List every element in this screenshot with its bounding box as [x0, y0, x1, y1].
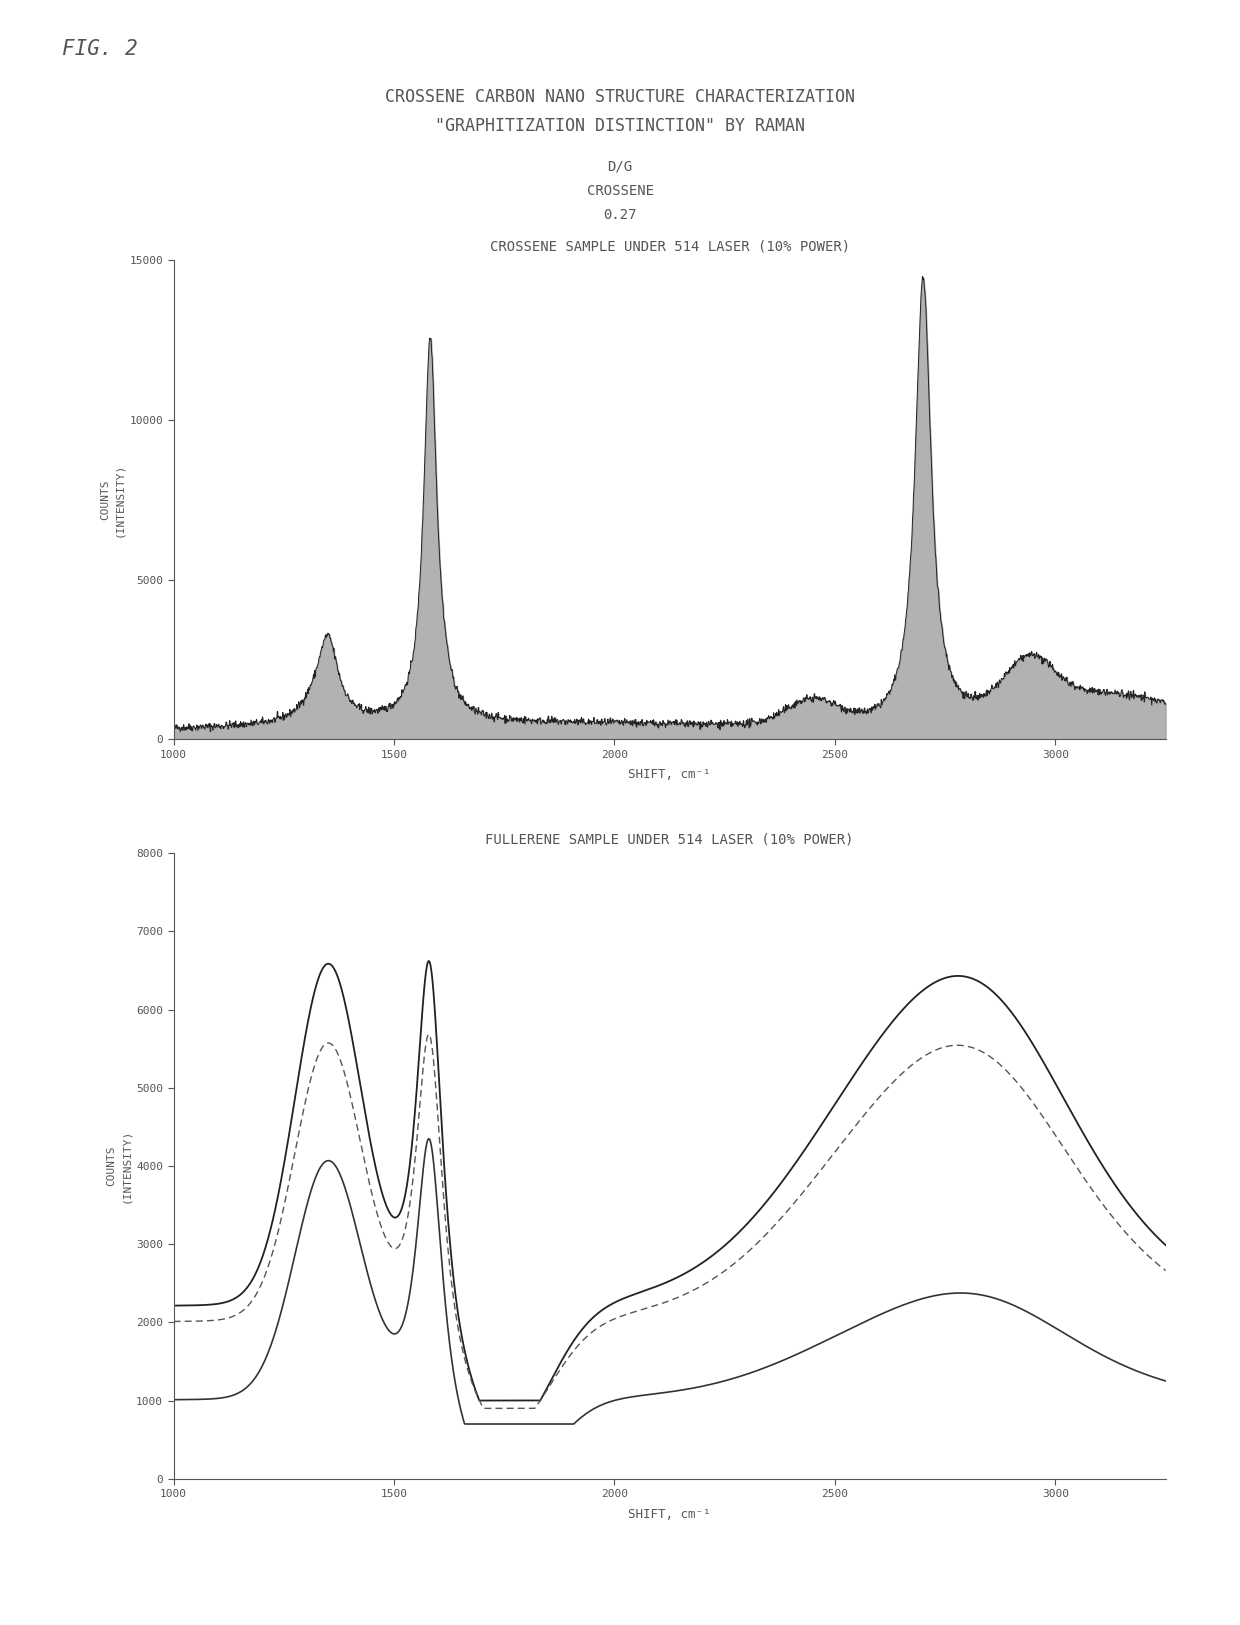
Text: CROSSENE: CROSSENE: [587, 184, 653, 198]
Text: 0.27: 0.27: [603, 208, 637, 223]
X-axis label: SHIFT, cm⁻¹: SHIFT, cm⁻¹: [629, 769, 711, 782]
Y-axis label: COUNTS
(INTENSITY): COUNTS (INTENSITY): [100, 463, 124, 536]
Text: FIG. 2: FIG. 2: [62, 39, 138, 58]
Y-axis label: COUNTS
(INTENSITY): COUNTS (INTENSITY): [107, 1129, 130, 1202]
X-axis label: SHIFT, cm⁻¹: SHIFT, cm⁻¹: [629, 1508, 711, 1521]
Title: CROSSENE SAMPLE UNDER 514 LASER (10% POWER): CROSSENE SAMPLE UNDER 514 LASER (10% POW…: [490, 239, 849, 254]
Text: "GRAPHITIZATION DISTINCTION" BY RAMAN: "GRAPHITIZATION DISTINCTION" BY RAMAN: [435, 117, 805, 135]
Title: FULLERENE SAMPLE UNDER 514 LASER (10% POWER): FULLERENE SAMPLE UNDER 514 LASER (10% PO…: [485, 832, 854, 847]
Text: D/G: D/G: [608, 159, 632, 174]
Text: CROSSENE CARBON NANO STRUCTURE CHARACTERIZATION: CROSSENE CARBON NANO STRUCTURE CHARACTER…: [384, 88, 856, 106]
